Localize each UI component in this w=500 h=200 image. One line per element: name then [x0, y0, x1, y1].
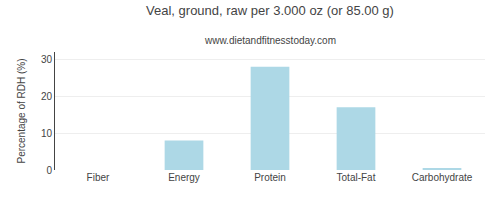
svg-text:30: 30 — [41, 54, 53, 65]
svg-text:www.dietandfitnesstoday.com: www.dietandfitnesstoday.com — [204, 35, 336, 46]
svg-text:10: 10 — [41, 128, 53, 139]
svg-text:Protein: Protein — [254, 172, 286, 183]
svg-text:Percentage of RDH (%): Percentage of RDH (%) — [16, 58, 27, 163]
svg-text:Energy: Energy — [168, 172, 200, 183]
svg-text:0: 0 — [46, 165, 52, 176]
svg-text:20: 20 — [41, 91, 53, 102]
svg-text:Veal, ground, raw per 3.000 oz: Veal, ground, raw per 3.000 oz (or 85.00… — [146, 3, 394, 18]
svg-text:Fiber: Fiber — [87, 172, 110, 183]
svg-text:Carbohydrate: Carbohydrate — [412, 172, 473, 183]
svg-text:Total-Fat: Total-Fat — [337, 172, 376, 183]
